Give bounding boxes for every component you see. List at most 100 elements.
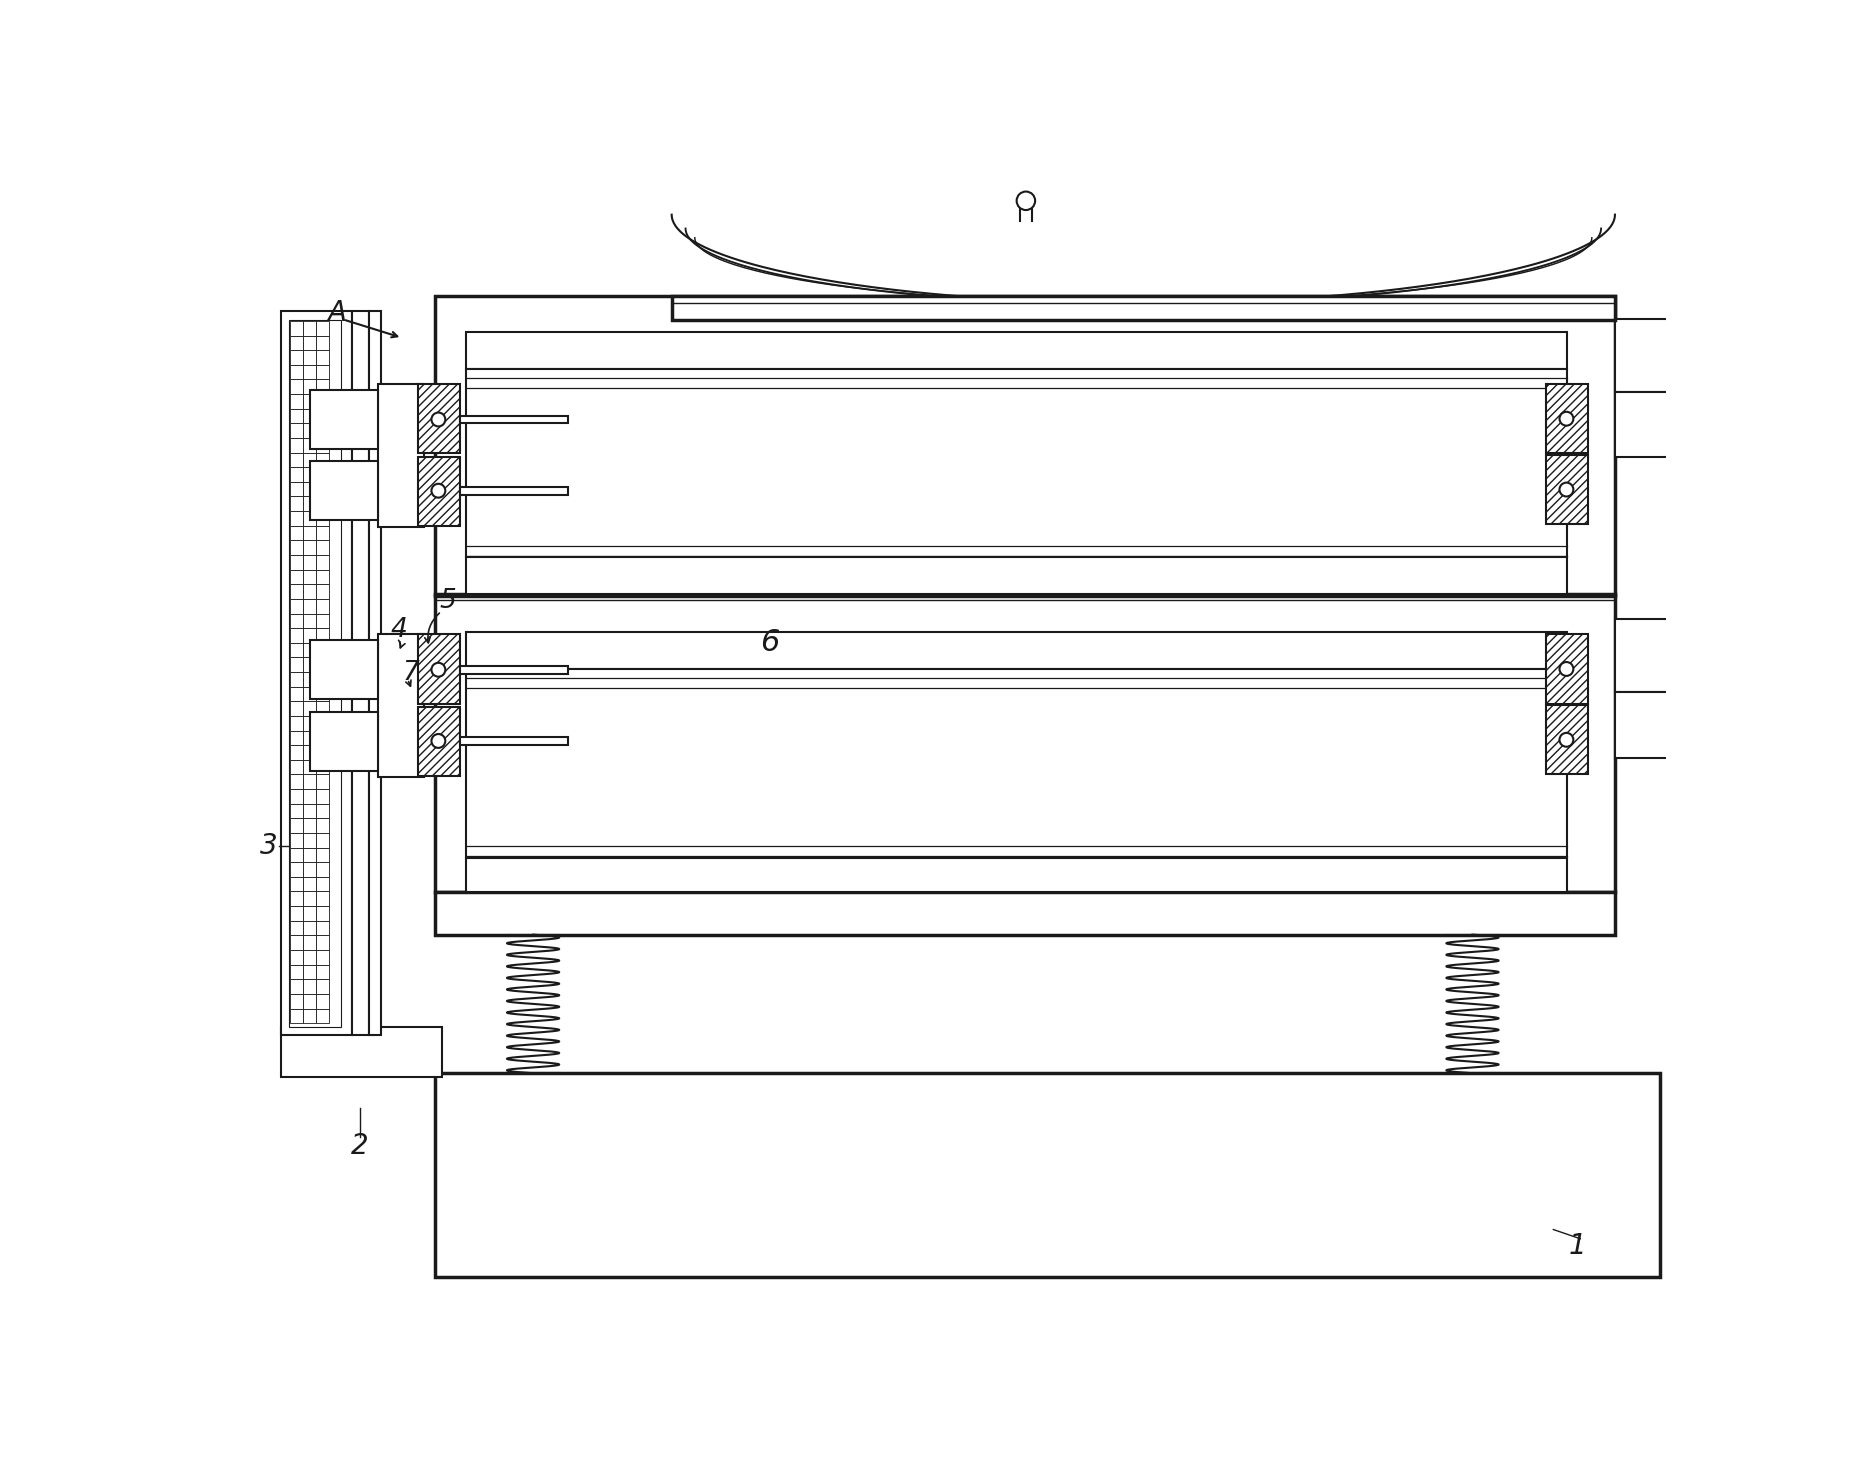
Bar bbox=[289, 437, 302, 452]
Bar bbox=[289, 935, 302, 950]
Bar bbox=[302, 964, 315, 979]
Bar bbox=[289, 950, 302, 964]
Bar bbox=[315, 891, 328, 906]
Circle shape bbox=[430, 734, 445, 747]
Bar bbox=[289, 891, 302, 906]
Bar bbox=[289, 818, 302, 832]
Bar bbox=[377, 385, 423, 527]
Bar bbox=[672, 295, 1614, 320]
Bar bbox=[289, 964, 302, 979]
Circle shape bbox=[1558, 483, 1573, 496]
Bar bbox=[417, 634, 460, 703]
Bar bbox=[302, 746, 315, 760]
Bar bbox=[302, 511, 315, 526]
Bar bbox=[466, 633, 1566, 669]
Bar bbox=[289, 379, 302, 393]
Circle shape bbox=[1558, 733, 1573, 747]
Bar bbox=[436, 596, 1614, 893]
Bar bbox=[315, 731, 328, 746]
Bar bbox=[289, 511, 302, 526]
Bar bbox=[289, 906, 302, 920]
Bar bbox=[315, 336, 328, 351]
Bar bbox=[315, 760, 328, 775]
Bar bbox=[289, 994, 302, 1009]
Bar bbox=[315, 555, 328, 570]
Bar bbox=[302, 818, 315, 832]
Circle shape bbox=[1017, 191, 1035, 210]
Bar bbox=[377, 634, 423, 777]
Bar bbox=[289, 336, 302, 351]
Bar bbox=[310, 390, 377, 449]
Bar bbox=[315, 775, 328, 790]
Bar bbox=[289, 979, 302, 994]
Bar bbox=[302, 687, 315, 702]
Bar bbox=[302, 803, 315, 818]
Bar bbox=[315, 994, 328, 1009]
Bar bbox=[315, 526, 328, 540]
Bar bbox=[315, 351, 328, 366]
Text: A: A bbox=[326, 299, 347, 327]
Bar bbox=[315, 570, 328, 584]
Bar bbox=[302, 658, 315, 672]
Bar bbox=[289, 628, 302, 643]
Bar bbox=[302, 672, 315, 687]
Bar bbox=[289, 467, 302, 482]
Bar bbox=[315, 790, 328, 803]
Text: 3: 3 bbox=[260, 832, 276, 860]
Bar bbox=[1545, 634, 1588, 703]
Bar bbox=[289, 920, 302, 935]
Bar bbox=[315, 482, 328, 496]
Bar bbox=[302, 790, 315, 803]
Bar bbox=[289, 746, 302, 760]
Bar bbox=[289, 643, 302, 658]
Circle shape bbox=[430, 484, 445, 498]
Bar bbox=[289, 790, 302, 803]
Bar bbox=[315, 832, 328, 847]
Bar bbox=[302, 526, 315, 540]
Bar bbox=[310, 461, 377, 520]
Bar bbox=[289, 702, 302, 716]
Bar bbox=[436, 893, 1614, 935]
Bar bbox=[289, 584, 302, 599]
Bar bbox=[302, 393, 315, 408]
Bar bbox=[417, 708, 460, 777]
Bar bbox=[289, 423, 302, 437]
Bar bbox=[289, 862, 302, 876]
Bar bbox=[302, 351, 315, 366]
Bar bbox=[289, 832, 302, 847]
Bar bbox=[315, 321, 328, 336]
Bar bbox=[315, 540, 328, 555]
Bar bbox=[289, 1009, 302, 1023]
Bar bbox=[1545, 705, 1588, 775]
Bar bbox=[302, 935, 315, 950]
Bar bbox=[460, 737, 568, 744]
Bar bbox=[302, 994, 315, 1009]
Bar bbox=[315, 672, 328, 687]
Bar bbox=[315, 643, 328, 658]
Bar bbox=[436, 295, 1614, 596]
Bar bbox=[1614, 691, 1668, 757]
Text: 2: 2 bbox=[351, 1132, 367, 1160]
Bar bbox=[1545, 455, 1588, 524]
Bar bbox=[302, 336, 315, 351]
Bar bbox=[466, 368, 1566, 558]
Text: 5: 5 bbox=[440, 589, 456, 614]
Bar bbox=[302, 599, 315, 614]
Circle shape bbox=[430, 662, 445, 677]
Bar bbox=[315, 702, 328, 716]
Bar bbox=[302, 876, 315, 891]
Bar bbox=[315, 876, 328, 891]
Bar bbox=[315, 496, 328, 511]
Bar bbox=[302, 731, 315, 746]
Bar bbox=[315, 964, 328, 979]
Bar bbox=[417, 457, 460, 526]
Bar bbox=[302, 496, 315, 511]
Circle shape bbox=[430, 413, 445, 426]
Bar bbox=[289, 482, 302, 496]
Bar bbox=[315, 614, 328, 628]
Bar bbox=[302, 408, 315, 423]
Text: 6: 6 bbox=[761, 627, 779, 656]
Bar bbox=[315, 423, 328, 437]
Bar bbox=[289, 321, 302, 336]
Bar bbox=[302, 628, 315, 643]
